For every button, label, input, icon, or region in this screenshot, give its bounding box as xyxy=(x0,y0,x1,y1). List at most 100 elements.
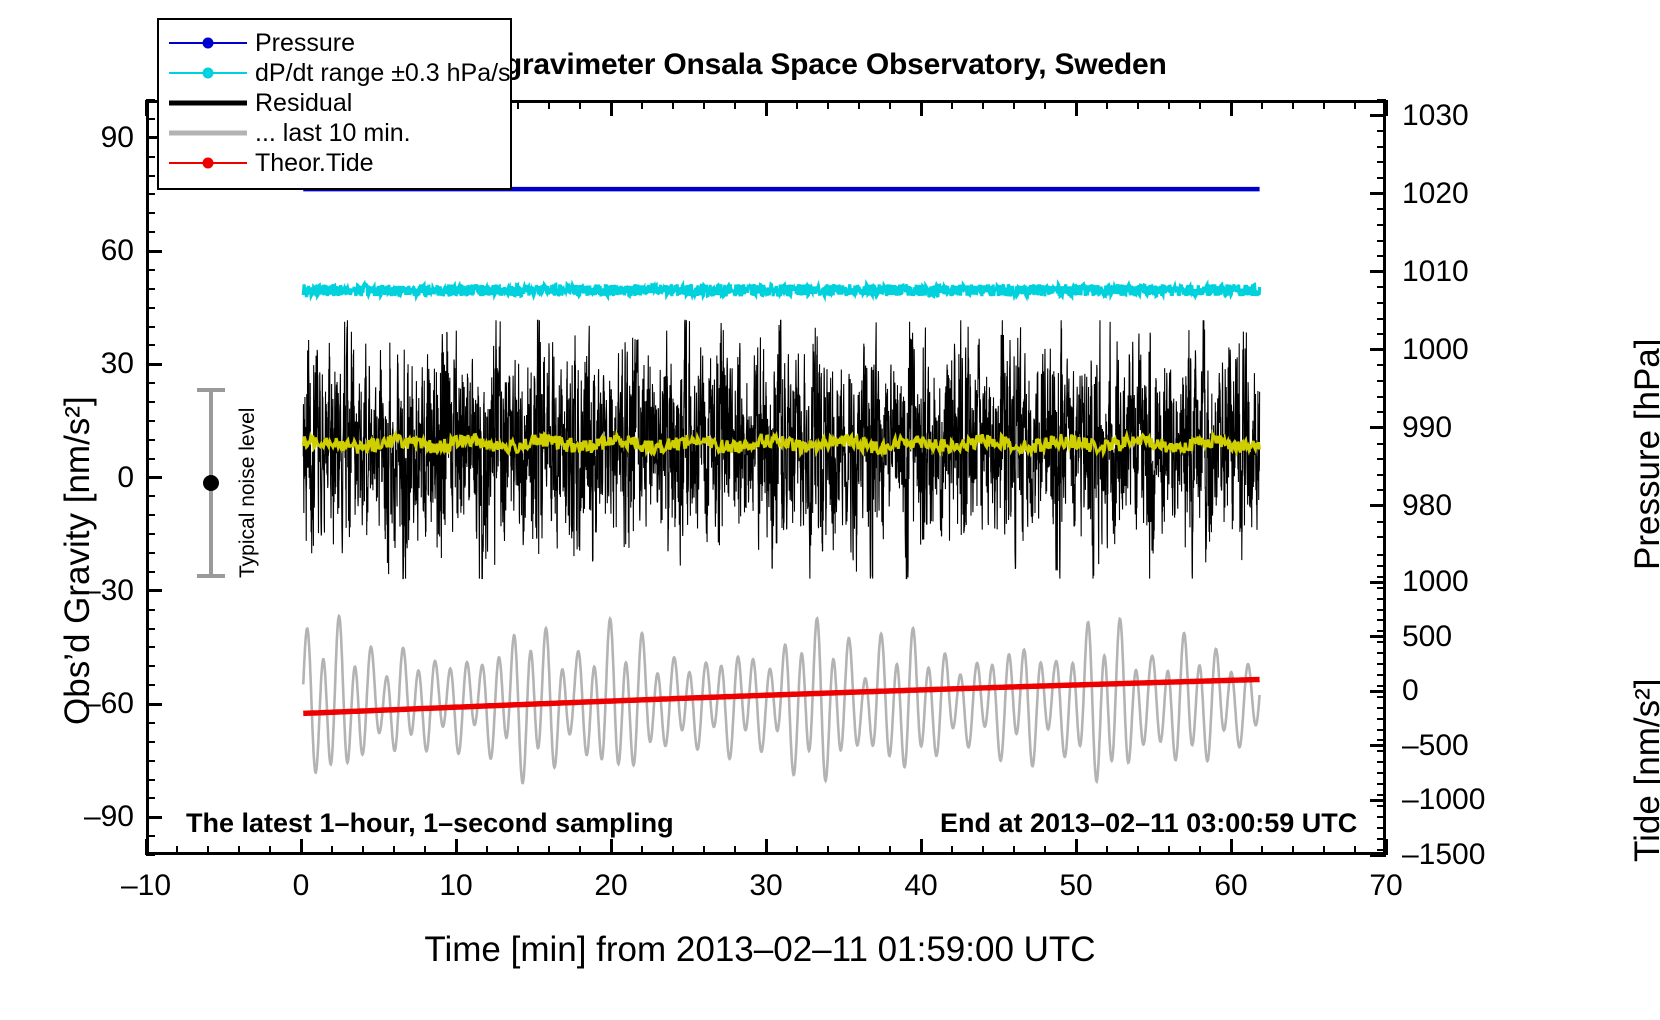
x-tick-6: 50 xyxy=(1059,869,1093,902)
axis-tick xyxy=(982,846,984,855)
axis-tick xyxy=(1377,301,1386,304)
y-tick-left-5: –60 xyxy=(83,687,134,720)
axis-tick xyxy=(1377,608,1386,611)
legend-swatch-pressure xyxy=(169,32,247,54)
axis-tick xyxy=(146,306,155,309)
axis-tick xyxy=(1384,100,1388,116)
axis-tick xyxy=(1377,473,1386,476)
legend-swatch-theor-tide xyxy=(169,152,247,174)
axis-tick xyxy=(146,99,155,101)
axis-tick xyxy=(146,136,162,140)
axis-tick xyxy=(1377,739,1386,742)
legend-item-pressure[interactable]: Pressure xyxy=(169,28,500,58)
axis-tick xyxy=(641,846,643,855)
y-tick-right-tide-2: 0 xyxy=(1402,674,1419,708)
axis-tick xyxy=(331,846,333,855)
axis-tick xyxy=(1377,395,1386,398)
axis-tick xyxy=(146,533,155,536)
y-tick-left-0: 90 xyxy=(100,120,134,154)
axis-tick xyxy=(982,100,984,109)
axis-tick xyxy=(146,362,162,366)
plot-area xyxy=(146,100,1386,855)
axis-tick xyxy=(238,846,240,855)
axis-tick xyxy=(146,476,162,479)
axis-tick xyxy=(919,100,923,116)
axis-tick xyxy=(1354,100,1356,109)
series-last-10-min xyxy=(301,613,1261,785)
axis-tick xyxy=(1292,846,1294,855)
legend-item-last-10-min[interactable]: ... last 10 min. xyxy=(169,118,500,148)
x-tick-8: 70 xyxy=(1369,869,1403,902)
axis-tick xyxy=(827,846,829,855)
axis-tick xyxy=(889,846,891,855)
axis-tick xyxy=(1377,130,1386,133)
legend-item-dpdt[interactable]: dP/dt range ±0.3 hPa/s xyxy=(169,58,511,88)
axis-tick xyxy=(1137,100,1139,109)
axis-tick xyxy=(144,100,148,116)
axis-tick xyxy=(146,193,155,196)
axis-tick xyxy=(1168,846,1170,855)
axis-tick xyxy=(1377,161,1386,164)
axis-tick xyxy=(1377,520,1386,523)
y-tick-left-1: 60 xyxy=(100,234,134,267)
axis-tick xyxy=(146,268,155,271)
axis-tick xyxy=(146,174,155,177)
axis-tick xyxy=(1323,846,1325,855)
y-tick-left-6: –90 xyxy=(83,800,134,834)
axis-tick xyxy=(146,287,155,290)
axis-tick xyxy=(424,846,426,855)
axis-tick xyxy=(1377,333,1386,336)
y-tick-right-tide-1: 500 xyxy=(1402,619,1453,653)
axis-tick xyxy=(1370,504,1386,508)
axis-tick xyxy=(1370,853,1386,857)
axis-tick xyxy=(1377,489,1386,492)
x-tick-0: –10 xyxy=(120,869,172,902)
axis-tick xyxy=(146,457,155,460)
axis-tick xyxy=(1354,846,1356,855)
axis-tick xyxy=(1377,674,1386,676)
axis-tick xyxy=(1377,364,1386,367)
axis-tick xyxy=(1377,804,1386,807)
axis-tick xyxy=(1377,286,1386,289)
x-tick-2: 10 xyxy=(439,869,473,902)
x-tick-3: 20 xyxy=(594,869,628,902)
legend-label-last-10-min: ... last 10 min. xyxy=(255,118,411,147)
legend-item-residual[interactable]: Residual xyxy=(169,88,500,118)
axis-tick xyxy=(1377,442,1386,445)
axis-tick xyxy=(1377,255,1386,258)
axis-tick xyxy=(393,846,395,855)
axis-tick xyxy=(1323,100,1325,109)
axis-tick xyxy=(1377,761,1386,764)
axis-tick xyxy=(1377,208,1386,211)
legend-label-pressure: Pressure xyxy=(255,28,356,57)
x-tick-4: 30 xyxy=(749,869,783,902)
x-tick-5: 40 xyxy=(904,869,938,902)
axis-tick xyxy=(146,854,155,856)
axis-tick xyxy=(1168,100,1170,109)
axis-tick xyxy=(1377,554,1386,556)
axis-tick xyxy=(1199,846,1201,855)
axis-tick xyxy=(1229,839,1233,855)
legend-item-theor-tide[interactable]: Theor.Tide xyxy=(169,148,500,178)
axis-tick xyxy=(641,100,643,109)
axis-tick xyxy=(1377,772,1386,775)
axis-tick xyxy=(1377,564,1386,567)
axis-tick xyxy=(146,759,155,762)
series-canvas xyxy=(301,186,1262,785)
axis-tick xyxy=(299,839,303,855)
axis-tick xyxy=(1377,458,1386,461)
series-residual xyxy=(302,319,1261,580)
y-tick-right-pressure-4: 990 xyxy=(1402,410,1453,444)
axis-tick xyxy=(146,665,155,668)
axis-tick xyxy=(1074,100,1078,116)
legend-swatch-dpdt xyxy=(169,62,247,84)
axis-tick xyxy=(1370,580,1386,584)
axis-tick xyxy=(146,684,155,687)
axis-tick xyxy=(951,100,953,109)
axis-tick xyxy=(176,846,178,855)
axis-tick xyxy=(1074,839,1078,855)
axis-tick xyxy=(1292,100,1294,109)
axis-tick xyxy=(146,797,155,800)
axis-tick xyxy=(146,608,155,611)
axis-tick xyxy=(1044,846,1046,855)
